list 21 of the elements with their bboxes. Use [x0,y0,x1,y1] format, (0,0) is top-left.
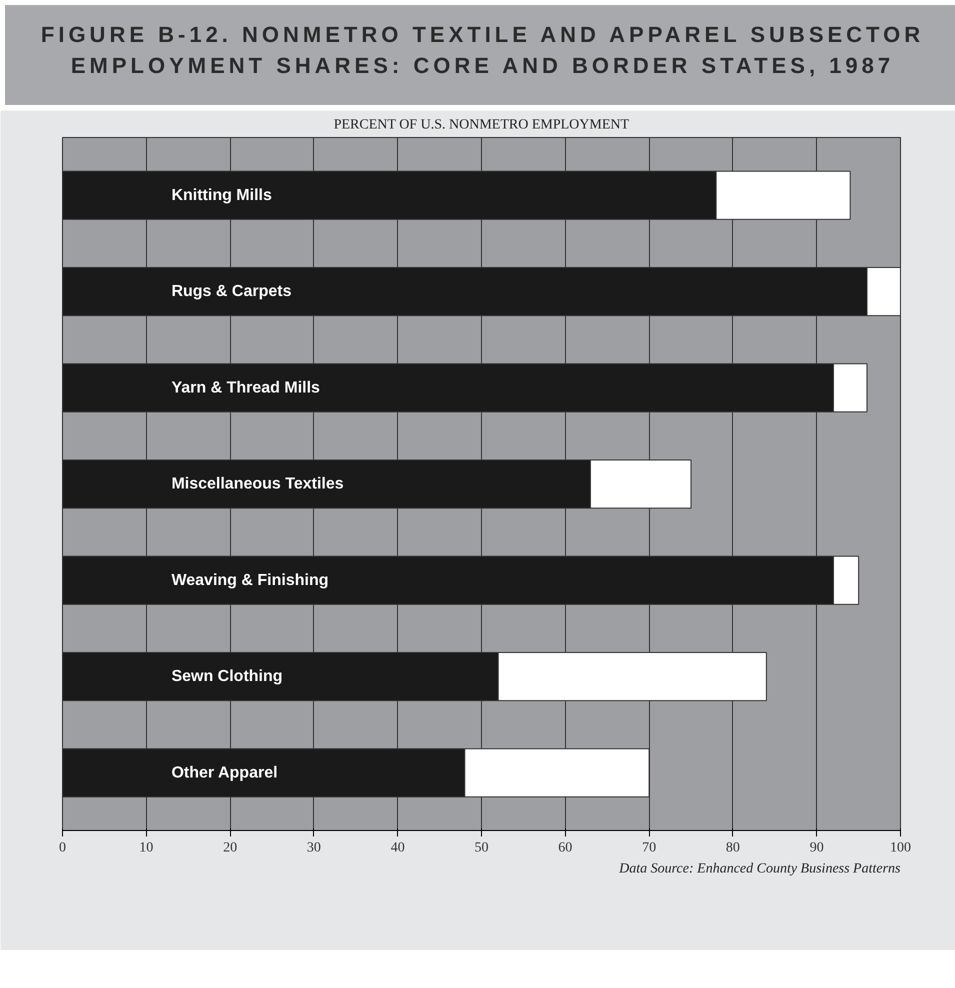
x-tick-label: 30 [306,840,321,856]
y-tick-label: Rugs & Carpets [171,283,292,300]
x-tick-label: 10 [139,840,154,856]
chart-title: FIGURE B-12. NONMETRO TEXTILE AND APPAREL SUBSECTOR EMPLOYMENT SHARES: CORE AND BORDER STATES, 1987 [40,21,926,80]
x-tick-label: 40 [390,840,405,856]
x-tick-label: 100 [890,840,911,856]
y-tick-label: Weaving & Finishing [171,572,328,589]
x-tick-label: 80 [726,840,740,856]
y-tick-label: Knitting Mills [171,186,272,204]
x-tick-label: 70 [642,840,656,856]
y-tick-label: Other Apparel [171,764,278,782]
y-tick-label: Miscellaneous Textiles [171,476,344,492]
chart-subtitle: PERCENT OF U.S. NONMETRO EMPLOYMENT [334,118,630,132]
source-note: Data Source: Enhanced County Business Patterns [618,862,902,876]
y-tick-label: Yarn & Thread Mills [171,379,320,396]
x-tick-label: 60 [558,840,572,856]
x-tick-label: 90 [810,840,824,856]
x-tick-label: 0 [59,840,66,856]
x-tick-label: 20 [223,840,238,856]
y-tick-label: Sewn Clothing [171,668,283,685]
x-tick-label: 50 [474,840,488,856]
